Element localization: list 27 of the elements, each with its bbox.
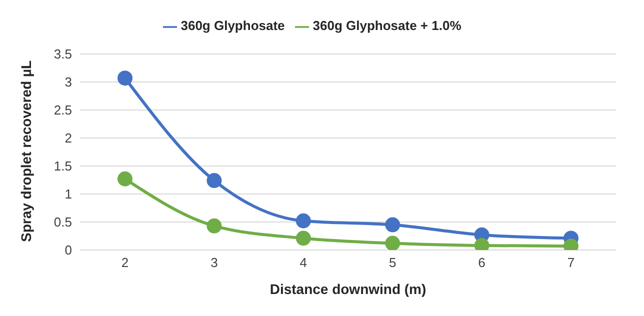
y-tick-label: 1.5: [54, 158, 72, 174]
x-tick-label: 6: [478, 255, 486, 270]
point: [385, 236, 400, 250]
y-tick-label: 0.5: [54, 214, 72, 230]
x-tick-label: 3: [210, 255, 218, 270]
y-tick-label: 2.5: [54, 102, 72, 118]
point: [296, 213, 311, 228]
x-tick-label: 5: [388, 255, 396, 270]
point: [385, 217, 400, 232]
y-tick-label: 2: [64, 130, 72, 146]
y-tick-label: 1: [64, 186, 72, 202]
x-tick-label: 4: [300, 255, 308, 270]
point: [118, 171, 132, 186]
legend-label: 360g Glyphosate + 1.0%: [312, 18, 462, 33]
x-axis-title: Distance downwind (m): [270, 281, 426, 297]
y-tick-label: 3.5: [54, 46, 72, 62]
point: [118, 70, 132, 86]
legend-label: 360g Glyphosate: [180, 18, 285, 33]
point: [206, 218, 222, 234]
y-axis-title: Spray droplet recovered µL: [18, 60, 34, 242]
x-tick-label: 2: [121, 255, 129, 270]
point: [296, 230, 311, 246]
point: [206, 173, 222, 188]
point: [474, 238, 490, 250]
y-tick-label: 0: [64, 242, 72, 258]
x-tick-label: 7: [567, 255, 575, 270]
y-tick-label: 3: [64, 74, 72, 90]
